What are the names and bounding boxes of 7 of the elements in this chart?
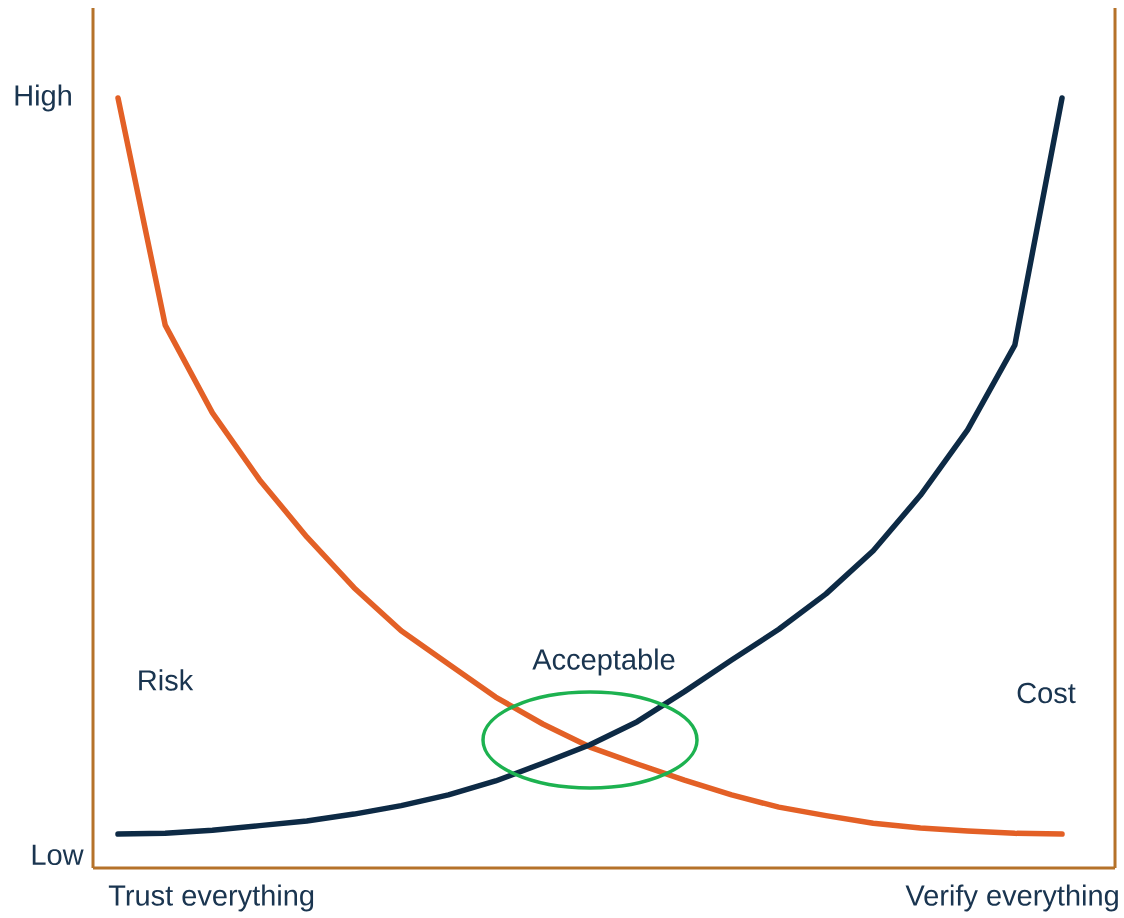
text: High xyxy=(15,84,71,112)
text: Low xyxy=(32,844,84,866)
text: Trust everything xyxy=(108,884,314,912)
text: Verify everything xyxy=(905,884,1118,912)
annotation: Acceptable xyxy=(532,648,675,676)
annotation: Risk xyxy=(139,669,194,691)
annotation: Cost xyxy=(1017,682,1076,704)
